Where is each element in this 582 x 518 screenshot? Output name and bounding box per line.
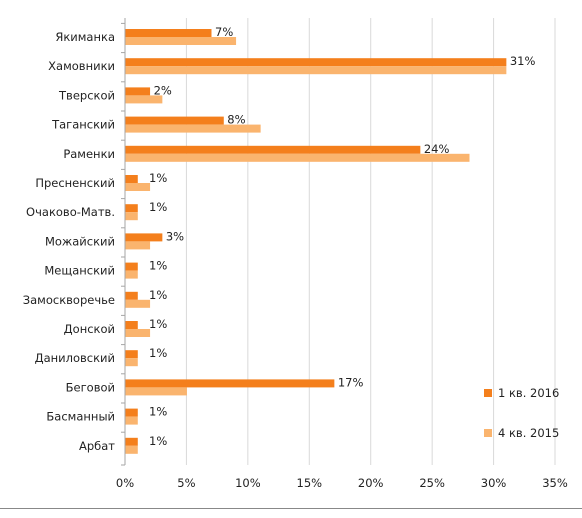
bar-14-series-1 xyxy=(125,408,138,417)
gridlines xyxy=(185,18,556,465)
bar-6-series-2 xyxy=(125,183,151,191)
data-label: 1% xyxy=(149,317,167,331)
legend-label-2: 4 кв. 2015 xyxy=(498,426,559,440)
bar-4-series-2 xyxy=(125,124,261,133)
category-label: Донской xyxy=(64,322,115,336)
data-label: 1% xyxy=(149,288,167,302)
x-tick-label: 5% xyxy=(177,476,195,490)
bar-10-series-2 xyxy=(125,299,151,308)
data-label: 2% xyxy=(154,83,172,97)
x-tick-label: 0% xyxy=(116,476,134,490)
data-label: 1% xyxy=(149,405,167,419)
bar-4-series-1 xyxy=(125,116,224,125)
data-label: 7% xyxy=(215,25,233,39)
category-label: Даниловский xyxy=(35,351,115,365)
bar-10-series-1 xyxy=(125,291,138,300)
bar-9-series-1 xyxy=(125,262,138,271)
category-label: Хамовники xyxy=(48,59,115,73)
bar-14-series-2 xyxy=(125,416,138,425)
bar-6-series-1 xyxy=(125,175,138,183)
x-tick-label: 25% xyxy=(419,476,445,490)
category-label: Пресненский xyxy=(35,176,115,190)
data-label: 1% xyxy=(149,259,167,273)
bar-13-series-2 xyxy=(125,387,187,396)
bar-1-series-1 xyxy=(125,29,212,37)
bar-3-series-1 xyxy=(125,87,151,96)
category-label: Очаково-Матв. xyxy=(26,205,115,219)
data-label: 1% xyxy=(149,171,167,185)
category-label: Якиманка xyxy=(55,30,115,44)
bottom-border xyxy=(0,508,582,509)
data-label: 1% xyxy=(149,200,167,214)
bar-7-series-1 xyxy=(125,204,138,213)
bar-9-series-2 xyxy=(125,270,138,279)
axes: 0% 5% 10% 15% 20% 25% 30% 35% xyxy=(116,18,568,490)
bar-8-series-2 xyxy=(125,241,151,250)
bar-8-series-1 xyxy=(125,233,163,242)
category-label: Таганский xyxy=(51,118,115,132)
bar-12-series-1 xyxy=(125,350,138,359)
bar-7-series-2 xyxy=(125,212,138,221)
category-label: Раменки xyxy=(63,147,115,161)
bar-13-series-1 xyxy=(125,379,335,388)
bar-2-series-1 xyxy=(125,58,507,67)
data-label: 24% xyxy=(424,142,450,156)
data-label: 1% xyxy=(149,346,167,360)
data-label: 8% xyxy=(227,113,245,127)
category-label: Можайский xyxy=(45,234,115,248)
bar-5-series-2 xyxy=(125,153,470,162)
bar-2-series-2 xyxy=(125,66,507,75)
bar-12-series-2 xyxy=(125,358,138,367)
data-label: 1% xyxy=(149,434,167,448)
category-label: Беговой xyxy=(66,380,115,394)
category-label: Арбат xyxy=(79,439,115,453)
x-tick-label: 20% xyxy=(358,476,384,490)
category-label: Тверской xyxy=(58,88,115,102)
category-label: Басманный xyxy=(46,410,115,424)
bar-11-series-1 xyxy=(125,321,138,329)
legend-swatch-1 xyxy=(484,389,492,397)
category-label: Мещанский xyxy=(44,264,115,278)
bar-3-series-2 xyxy=(125,95,163,104)
bar-11-series-2 xyxy=(125,329,151,337)
data-label: 31% xyxy=(510,54,536,68)
x-tick-label: 10% xyxy=(235,476,261,490)
legend-label-1: 1 кв. 2016 xyxy=(498,386,559,400)
x-tick-label: 30% xyxy=(481,476,507,490)
category-label: Замоскворечье xyxy=(23,293,115,307)
labels: Якиманка 7% Хамовники 31% Тверской 2% Тагански… xyxy=(23,25,536,453)
legend-swatch-2 xyxy=(484,429,492,437)
x-tick-label: 15% xyxy=(297,476,323,490)
bar-15-series-1 xyxy=(125,437,138,446)
bar-1-series-2 xyxy=(125,37,237,45)
bar-5-series-1 xyxy=(125,145,421,154)
data-label: 3% xyxy=(166,229,184,243)
bar-15-series-2 xyxy=(125,445,138,454)
legend: 1 кв. 2016 4 кв. 2015 xyxy=(484,386,559,440)
x-tick-label: 35% xyxy=(542,476,568,490)
data-label: 17% xyxy=(338,375,364,389)
bars xyxy=(125,29,507,454)
